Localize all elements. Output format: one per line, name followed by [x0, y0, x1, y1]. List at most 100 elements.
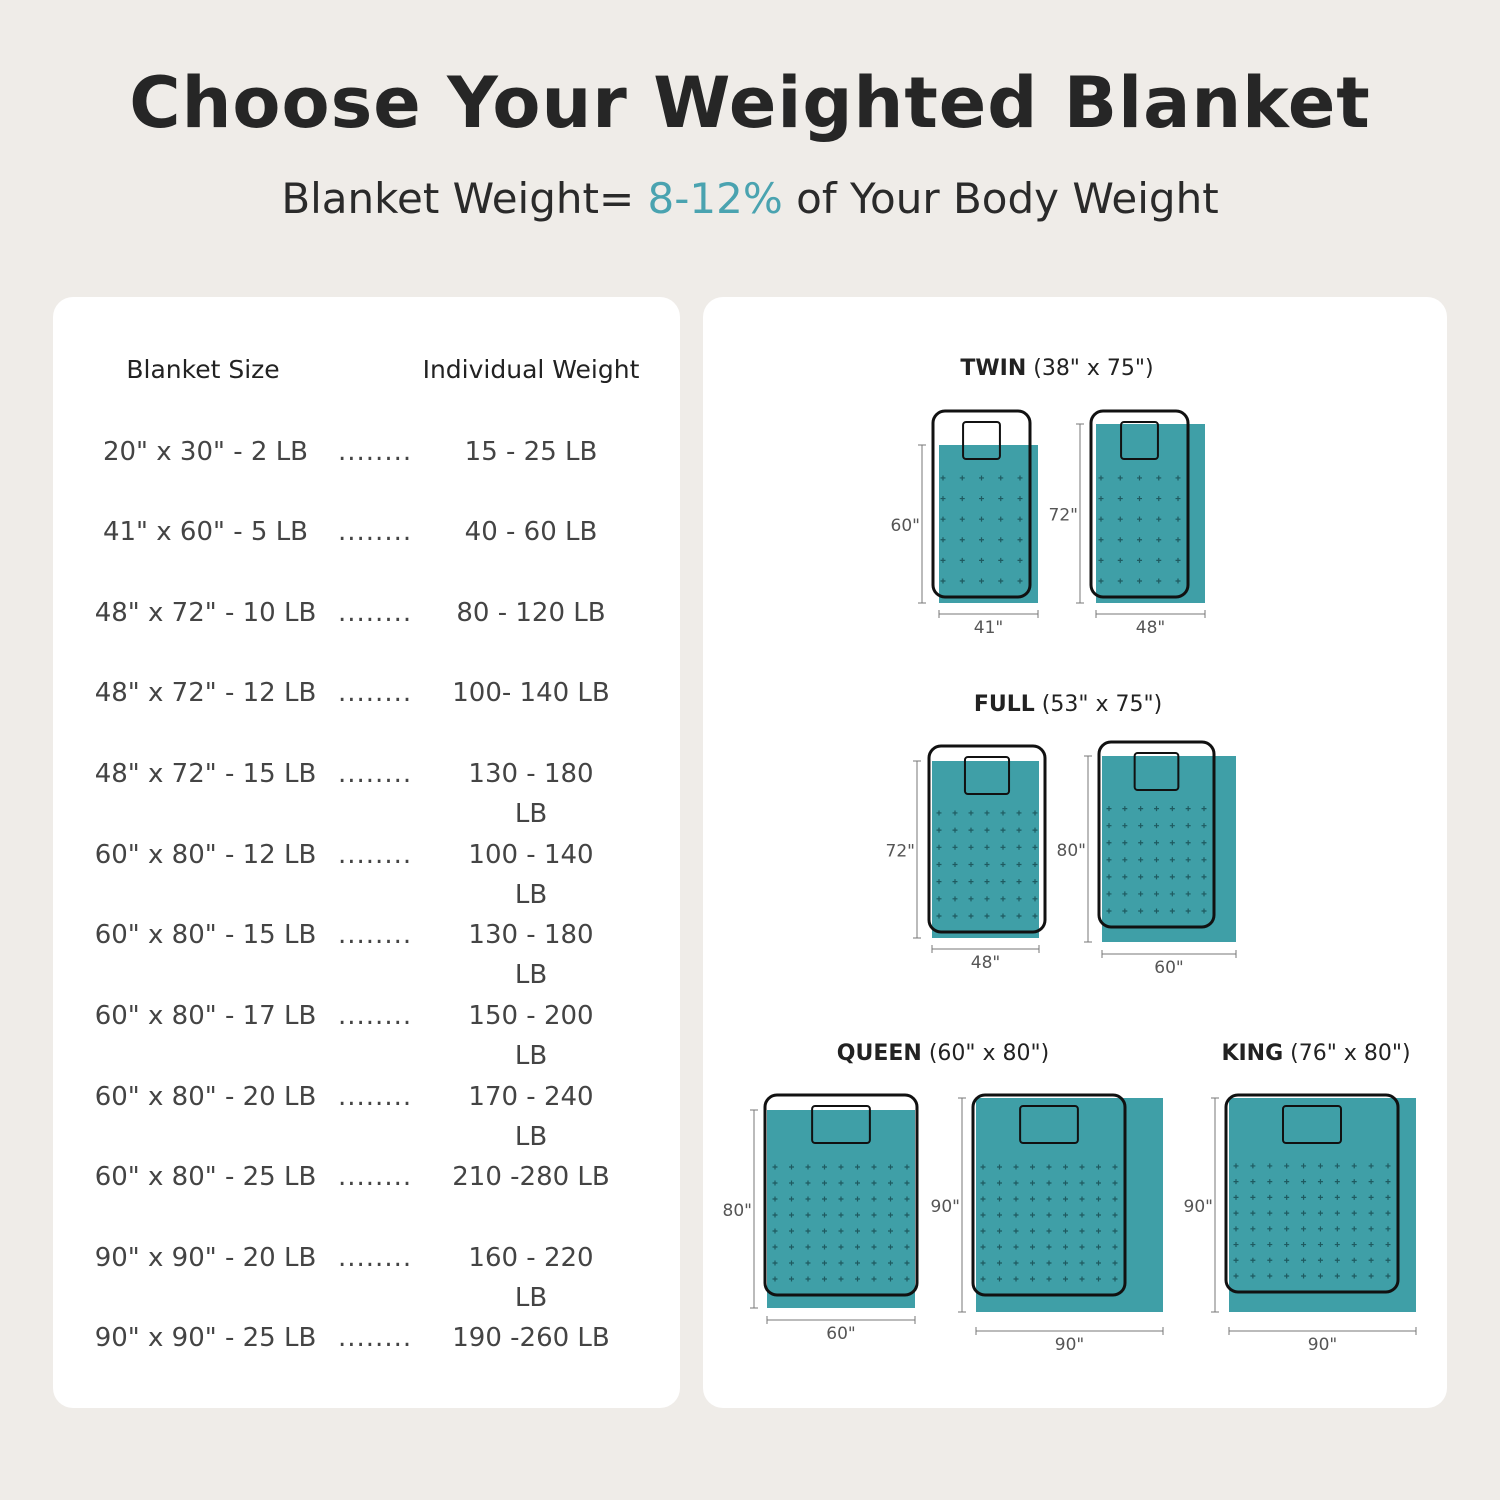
quilt-stitch	[1250, 1242, 1256, 1248]
leader-dots: ........	[338, 1243, 413, 1273]
quilt-stitch	[1250, 1163, 1256, 1169]
quilt-stitch	[998, 537, 1004, 543]
quilt-stitch	[952, 861, 958, 867]
quilt-stitch	[772, 1212, 778, 1218]
blanket-size: 48" x 72" - 10 LB	[94, 598, 317, 628]
quilt-stitch	[1233, 1210, 1239, 1216]
quilt-stitch	[1032, 879, 1038, 885]
quilt-stitch	[1156, 496, 1162, 502]
header-individual-weight: Individual Weight	[422, 355, 640, 384]
quilt-stitch	[1030, 1276, 1035, 1282]
quilt-stitch	[871, 1212, 877, 1218]
quilt-stitch	[838, 1180, 844, 1186]
quilt-stitch	[1334, 1179, 1340, 1185]
individual-weight: 80 - 120 LB	[456, 598, 606, 628]
quilt-stitch	[789, 1164, 794, 1170]
quilt-stitch	[1046, 1260, 1052, 1266]
quilt-stitch	[1267, 1163, 1273, 1169]
quilt-stitch	[855, 1164, 860, 1170]
table-row: 48" x 72" - 10 LB........ 80 - 120 LB	[53, 593, 680, 633]
quilt-stitch	[1079, 1164, 1085, 1170]
subtitle-suffix: of Your Body Weight	[796, 174, 1219, 223]
blanket-shape	[932, 761, 1039, 938]
quilt-stitch	[980, 1164, 986, 1170]
quilt-stitch	[772, 1276, 778, 1282]
quilt-stitch	[998, 496, 1004, 502]
quilt-stitch	[1030, 1196, 1035, 1202]
quilt-stitch	[1079, 1180, 1085, 1186]
page-title: Choose Your Weighted Blanket	[129, 62, 1371, 144]
quilt-stitch	[1301, 1194, 1307, 1200]
quilt-stitch	[1368, 1163, 1374, 1169]
quilt-stitch	[1098, 537, 1104, 543]
quilt-stitch	[980, 1228, 986, 1234]
quilt-stitch	[789, 1260, 794, 1266]
quilt-stitch	[1175, 578, 1181, 584]
quilt-stitch	[1117, 475, 1123, 481]
quilt-stitch	[1046, 1180, 1052, 1186]
quilt-stitch	[822, 1276, 827, 1282]
quilt-stitch	[805, 1260, 811, 1266]
full-label: FULL (53" x 75")	[973, 692, 1163, 717]
quilt-stitch	[936, 896, 942, 902]
quilt-stitch	[1317, 1163, 1323, 1169]
quilt-stitch	[980, 1260, 986, 1266]
quilt-stitch	[1169, 874, 1175, 880]
quilt-stitch	[979, 578, 984, 584]
width-dimension-line	[1228, 1327, 1417, 1335]
quilt-stitch	[789, 1244, 794, 1250]
quilt-stitch	[1112, 1164, 1118, 1170]
quilt-stitch	[1013, 1276, 1019, 1282]
leader-dots: ........	[338, 598, 413, 628]
quilt-stitch	[789, 1228, 794, 1234]
quilt-stitch	[855, 1180, 860, 1186]
quilt-stitch	[1301, 1163, 1307, 1169]
quilt-stitch	[952, 844, 958, 850]
height-dimension-line	[918, 444, 926, 604]
quilt-stitch	[789, 1196, 794, 1202]
table-row: 41" x 60" - 5 LB........ 40 - 60 LB	[53, 512, 680, 552]
quilt-stitch	[1117, 537, 1123, 543]
quilt-stitch	[1368, 1273, 1374, 1279]
leader-dots: ........	[338, 840, 413, 870]
width-label: 48"	[1136, 618, 1165, 638]
quilt-stitch	[1201, 840, 1207, 846]
quilt-stitch	[1317, 1179, 1323, 1185]
quilt-stitch	[968, 913, 974, 919]
quilt-stitch	[822, 1180, 827, 1186]
quilt-stitch	[1201, 874, 1207, 880]
quilt-stitch	[1079, 1196, 1085, 1202]
quilt-stitch	[940, 475, 946, 481]
width-label: 48"	[971, 953, 1000, 973]
quilt-stitch	[997, 1212, 1002, 1218]
quilt-stitch	[1233, 1242, 1239, 1248]
table-row: 60" x 80" - 25 LB........ 210 -280 LB	[53, 1157, 680, 1197]
quilt-stitch	[1030, 1164, 1035, 1170]
table-row: 60" x 80" - 17 LB........ 150 - 200 LB	[53, 996, 680, 1071]
quilt-stitch	[979, 516, 984, 522]
quilt-stitch	[1233, 1226, 1239, 1232]
quilt-stitch	[1017, 537, 1023, 543]
quilt-stitch	[1185, 857, 1191, 863]
quilt-stitch	[1250, 1179, 1256, 1185]
quilt-stitch	[936, 827, 942, 833]
quilt-stitch	[968, 879, 974, 885]
width-dimension-line	[766, 1316, 916, 1324]
quilt-stitch	[1233, 1163, 1239, 1169]
quilt-stitch	[838, 1212, 844, 1218]
quilt-stitch	[1201, 857, 1207, 863]
quilt-stitch	[904, 1244, 910, 1250]
quilt-stitch	[888, 1212, 893, 1218]
quilt-stitch	[959, 537, 965, 543]
quilt-stitch	[979, 557, 984, 563]
quilt-stitch	[1096, 1276, 1101, 1282]
quilt-stitch	[1334, 1273, 1340, 1279]
width-dimension-line	[938, 610, 1039, 618]
quilt-stitch	[1106, 823, 1112, 829]
quilt-stitch	[1284, 1257, 1290, 1263]
quilt-stitch	[1079, 1244, 1085, 1250]
quilt-stitch	[980, 1196, 986, 1202]
quilt-stitch	[1098, 557, 1104, 563]
quilt-stitch	[1201, 806, 1207, 812]
quilt-stitch	[979, 496, 984, 502]
